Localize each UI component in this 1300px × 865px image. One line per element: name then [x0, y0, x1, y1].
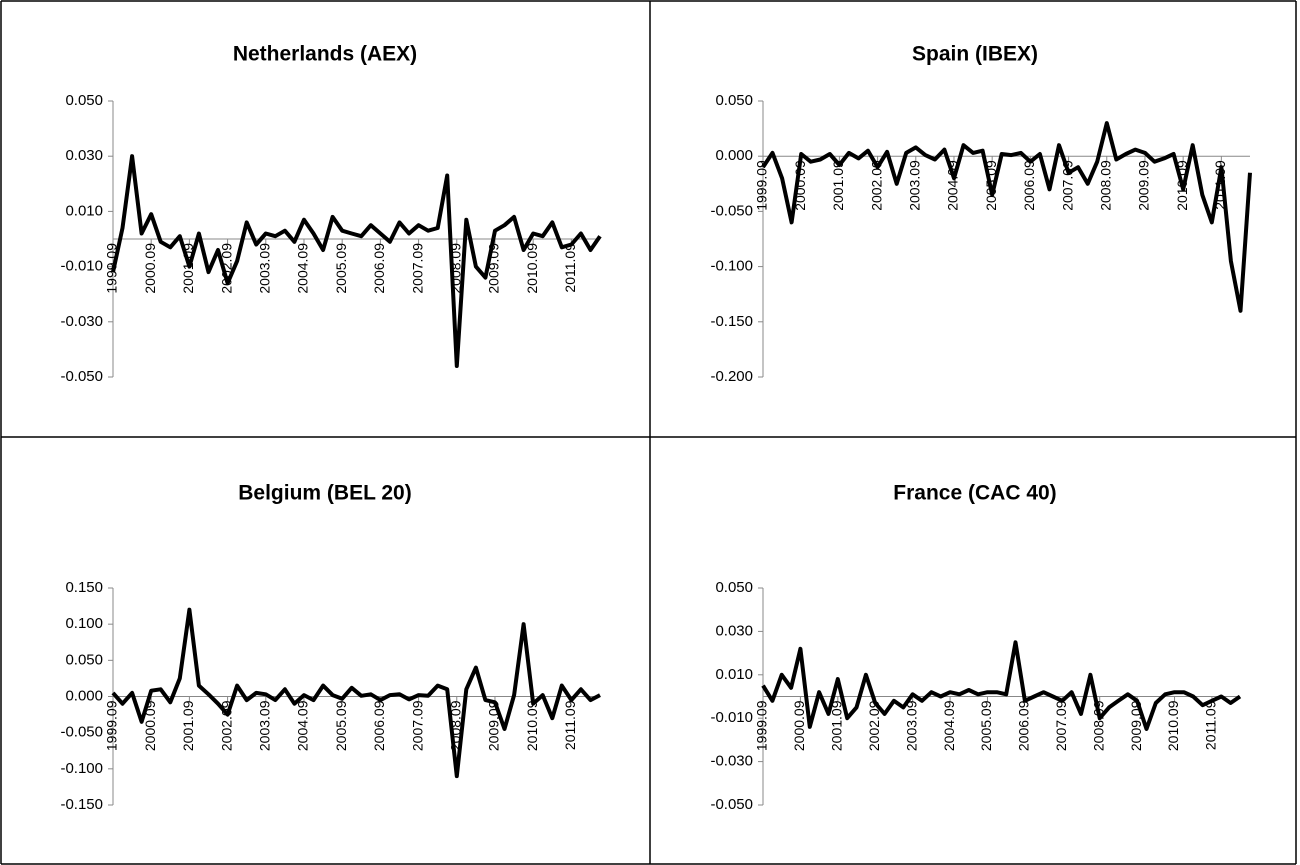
x-tick-label: 2004.09 [941, 700, 957, 751]
x-tick-label: 2004.09 [295, 700, 311, 751]
y-tick-label: 0.050 [715, 92, 753, 109]
y-tick-label: 0.010 [65, 202, 103, 219]
y-tick-label: 0.100 [65, 615, 103, 632]
data-line [761, 640, 1242, 731]
y-tick-label: 0.050 [715, 579, 753, 596]
x-tick-label: 2007.09 [1053, 700, 1069, 751]
y-tick-label: -0.050 [60, 368, 103, 385]
chart-title: France (CAC 40) [893, 482, 1056, 505]
x-tick-label: 2003.09 [256, 243, 272, 294]
x-tick-label: 2000.09 [791, 700, 807, 751]
y-tick-label: 0.010 [715, 666, 753, 683]
x-tick-label: 1999.09 [754, 700, 770, 751]
y-tick-label: 0.030 [65, 147, 103, 164]
y-tick-label: 0.000 [65, 687, 103, 704]
x-tick-label: 2005.09 [333, 700, 349, 751]
data-line [761, 121, 1252, 313]
y-tick-label: -0.050 [710, 796, 753, 813]
x-tick-label: 1999.09 [104, 700, 120, 751]
y-tick-label: -0.100 [710, 258, 753, 275]
y-tick-label: -0.030 [710, 753, 753, 770]
x-tick-label: 2001.09 [180, 700, 196, 751]
x-tick-label: 2009.09 [1136, 160, 1152, 211]
x-tick-label: 2011.09 [562, 243, 578, 293]
data-line [111, 154, 602, 368]
y-tick-label: -0.100 [60, 760, 103, 777]
chart: Belgium (BEL 20) 0.150 0.100 0.050 0.000 -0.0… [60, 482, 601, 813]
x-tick-label: 2005.09 [333, 243, 349, 294]
chart: Netherlands (AEX) 0.050 0.030 0.010 -0.010 -0… [60, 43, 602, 385]
y-tick-label: 0.050 [65, 651, 103, 668]
y-tick-label: -0.150 [710, 313, 753, 330]
y-tick-label: -0.010 [710, 709, 753, 726]
x-tick-label: 2002.09 [868, 160, 884, 211]
y-tick-label: 0.030 [715, 622, 753, 639]
y-tick-label: -0.050 [60, 724, 103, 741]
y-tick-label: 0.000 [715, 147, 753, 164]
x-tick-label: 2011.09 [1203, 700, 1219, 750]
data-line [111, 607, 601, 779]
chart: France (CAC 40) 0.050 0.030 0.010 -0.010 -0.0… [710, 482, 1242, 813]
x-tick-label: 1999.09 [754, 160, 770, 211]
x-tick-label: 2009.09 [486, 700, 502, 751]
y-tick-label: -0.150 [60, 796, 103, 813]
x-tick-label: 2001.09 [829, 700, 845, 751]
x-tick-label: 2000.09 [142, 243, 158, 294]
chart-title: Netherlands (AEX) [233, 43, 417, 66]
x-tick-label: 2010.09 [1165, 700, 1181, 751]
y-tick-label: -0.030 [60, 313, 103, 330]
x-tick-label: 2006.09 [1016, 700, 1032, 751]
x-tick-label: 2002.09 [218, 700, 234, 751]
x-tick-label: 2003.09 [256, 700, 272, 751]
y-tick-label: -0.010 [60, 258, 103, 275]
x-tick-label: 2003.09 [906, 160, 922, 211]
chart-title: Spain (IBEX) [912, 43, 1038, 66]
y-tick-label: -0.050 [710, 202, 753, 219]
x-tick-label: 2006.09 [371, 700, 387, 751]
chart: Spain (IBEX) 0.050 0.000 -0.050 -0.100 -0.150… [710, 43, 1252, 385]
y-tick-label: 0.050 [65, 92, 103, 109]
y-tick-label: -0.200 [710, 368, 753, 385]
x-tick-label: 2007.09 [409, 243, 425, 294]
x-tick-label: 2011.09 [562, 700, 578, 750]
x-tick-label: 2004.09 [295, 243, 311, 294]
x-tick-label: 2003.09 [903, 700, 919, 751]
x-tick-label: 2005.09 [978, 700, 994, 751]
y-tick-label: 0.150 [65, 579, 103, 596]
chart-title: Belgium (BEL 20) [238, 482, 411, 505]
x-tick-label: 2010.09 [524, 243, 540, 294]
x-tick-label: 2007.09 [409, 700, 425, 751]
x-tick-label: 2010.09 [524, 700, 540, 751]
x-tick-label: 2008.09 [1097, 160, 1113, 211]
x-tick-label: 2002.09 [866, 700, 882, 751]
x-tick-label: 2006.09 [1021, 160, 1037, 211]
x-tick-label: 2001.09 [830, 160, 846, 211]
x-tick-label: 2006.09 [371, 243, 387, 294]
